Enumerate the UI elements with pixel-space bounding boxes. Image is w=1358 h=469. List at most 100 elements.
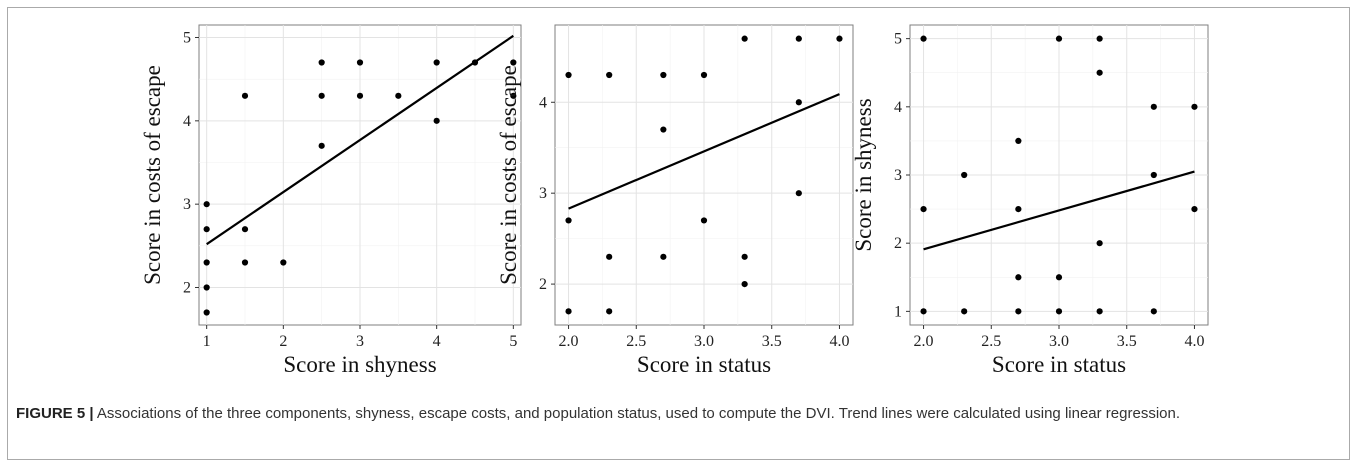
x-tick-label: 3.5	[1117, 333, 1137, 350]
x-tick-label: 3.0	[694, 333, 714, 350]
x-tick-label: 4.0	[829, 333, 849, 350]
data-point	[241, 226, 249, 233]
data-point	[203, 226, 210, 233]
data-point	[510, 59, 517, 66]
data-point	[1150, 308, 1157, 315]
trend-line	[206, 34, 514, 246]
data-point	[1015, 274, 1022, 281]
data-point	[565, 71, 572, 79]
data-point	[1055, 308, 1063, 315]
data-point	[203, 284, 210, 291]
data-point	[1096, 308, 1103, 315]
data-point	[356, 59, 364, 66]
data-point	[1015, 308, 1022, 315]
chart-panel-3: 2.0 2.5 3.0 3.5 4.0 1 2 3 4 5 Score in status Score…	[851, 24, 1209, 377]
data-point	[433, 117, 440, 124]
y-tick-label: 5	[183, 30, 191, 47]
x-tick-label: 3.0	[1049, 333, 1069, 350]
x-tick-label: 2.5	[626, 333, 646, 350]
data-point	[1150, 103, 1157, 110]
figure-label: FIGURE 5 |	[16, 405, 94, 422]
data-point	[920, 205, 927, 213]
chart-panel-1: 1 2 3 4 5 2 3 4 5 Score in shyness Score in costs …	[140, 24, 522, 377]
figure-charts: 1 2 3 4 5 2 3 4 5 Score in shyness Score in costs …	[140, 24, 1209, 377]
data-point	[920, 35, 927, 42]
data-point	[660, 126, 667, 133]
y-axis-label: Score in costs of escape	[496, 65, 521, 285]
data-point	[660, 253, 667, 260]
data-point	[433, 59, 440, 66]
x-axis-label: Score in status	[992, 352, 1126, 377]
data-point	[741, 253, 748, 260]
data-point	[1096, 35, 1103, 42]
data-point	[1096, 69, 1103, 76]
data-point	[795, 99, 802, 106]
y-tick-label: 4	[183, 113, 191, 130]
x-tick-label: 1	[203, 333, 211, 350]
y-axis-label: Score in costs of escape	[140, 65, 165, 285]
y-tick-label: 4	[894, 99, 902, 116]
y-tick-label: 2	[894, 235, 902, 252]
figure-frame	[7, 7, 1350, 460]
data-point	[1150, 171, 1157, 179]
data-point	[700, 71, 708, 79]
x-axis-label: Score in shyness	[283, 352, 436, 377]
chart-panel-2: 2.0 2.5 3.0 3.5 4.0 2 3 4 Score in status Score i…	[496, 24, 854, 377]
data-point	[1015, 137, 1022, 145]
y-tick-label: 2	[539, 276, 547, 293]
trend-line	[568, 93, 840, 210]
data-point	[700, 217, 708, 224]
figure-caption: FIGURE 5 | Associations of the three com…	[16, 402, 1336, 425]
data-point	[836, 35, 843, 42]
data-point	[203, 309, 210, 316]
figure-caption-text: Associations of the three components, sh…	[93, 405, 1180, 422]
x-axis-label: Score in status	[637, 352, 771, 377]
x-tick-label: 2.0	[559, 333, 579, 350]
data-point	[1055, 274, 1063, 281]
y-axis-label: Score in shyness	[851, 98, 876, 251]
x-tick-label: 4	[433, 333, 441, 350]
data-point	[1191, 103, 1198, 110]
data-point	[1015, 205, 1022, 213]
y-tick-label: 3	[894, 167, 902, 184]
data-point	[203, 201, 210, 208]
x-tick-label: 5	[509, 333, 517, 350]
data-point	[318, 92, 325, 99]
data-point	[961, 308, 968, 315]
data-point	[1096, 240, 1103, 247]
data-point	[741, 35, 748, 42]
data-point	[606, 308, 613, 315]
data-point	[606, 71, 613, 79]
data-point	[565, 308, 572, 315]
y-tick-label: 3	[183, 196, 191, 213]
data-point	[241, 92, 249, 99]
y-tick-label: 3	[539, 185, 547, 202]
x-tick-label: 4.0	[1184, 333, 1204, 350]
data-point	[395, 92, 402, 99]
data-point	[565, 217, 572, 224]
data-point	[241, 259, 249, 266]
data-point	[920, 308, 927, 315]
data-point	[356, 92, 364, 99]
x-tick-label: 2.5	[981, 333, 1001, 350]
data-point	[318, 59, 325, 66]
data-point	[318, 142, 325, 149]
y-tick-label: 1	[894, 303, 902, 320]
data-point	[203, 259, 210, 266]
data-point	[660, 71, 667, 79]
x-tick-label: 2.0	[914, 333, 934, 350]
data-point	[741, 280, 748, 288]
data-point	[795, 190, 802, 197]
y-tick-label: 5	[894, 31, 902, 48]
y-tick-label: 2	[183, 280, 191, 297]
x-tick-label: 2	[279, 333, 287, 350]
data-point	[1191, 205, 1198, 213]
data-point	[280, 259, 287, 266]
x-tick-label: 3.5	[762, 333, 782, 350]
x-tick-label: 3	[356, 333, 364, 350]
data-point	[961, 171, 968, 179]
data-point	[1055, 35, 1063, 42]
data-point	[606, 253, 613, 260]
y-tick-label: 4	[539, 94, 547, 111]
trend-line	[923, 170, 1195, 251]
